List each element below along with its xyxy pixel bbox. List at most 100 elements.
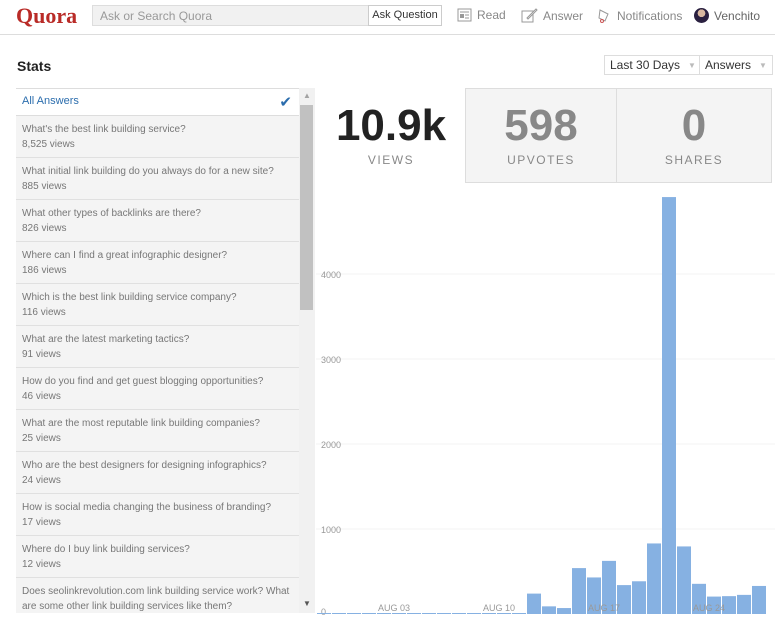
list-item[interactable]: What's the best link building service? 8,… <box>16 116 299 158</box>
stat-shares[interactable]: 0 SHARES <box>616 88 772 183</box>
bar <box>392 613 406 614</box>
list-item[interactable]: What are the most reputable link buildin… <box>16 410 299 452</box>
list-item[interactable]: Which is the best link building service … <box>16 284 299 326</box>
scroll-down-icon[interactable]: ▼ <box>303 599 311 608</box>
question-text: What initial link building do you always… <box>22 166 274 177</box>
upvotes-label: UPVOTES <box>507 153 575 167</box>
bar <box>347 613 361 614</box>
question-text: Which is the best link building service … <box>22 292 237 303</box>
bar <box>482 613 496 614</box>
nav-notifications-label: Notifications <box>617 8 683 23</box>
upvotes-value: 598 <box>504 101 578 150</box>
view-count: 91 views <box>22 349 61 360</box>
content-type-value: Answers <box>705 58 752 72</box>
list-item-all-answers[interactable]: All Answers ✔ <box>16 89 299 116</box>
chevron-down-icon: ▼ <box>759 60 767 70</box>
view-count: 24 views <box>22 475 61 486</box>
user-name: Venchito <box>714 8 761 23</box>
bar <box>497 613 511 614</box>
stat-upvotes[interactable]: 598 UPVOTES <box>465 88 617 183</box>
scrollbar-thumb[interactable] <box>300 105 313 310</box>
question-text: What are the most reputable link buildin… <box>22 418 260 429</box>
bar <box>617 585 631 614</box>
avatar <box>694 8 709 23</box>
list-item[interactable]: Where can I find a great infographic des… <box>16 242 299 284</box>
page-title: Stats <box>17 58 52 74</box>
list-item[interactable]: Where do I buy link building services? 12… <box>16 536 299 578</box>
question-text: Who are the best designers for designing… <box>22 460 267 471</box>
bar <box>407 613 421 614</box>
question-text: How is social media changing the busines… <box>22 502 272 513</box>
search-input[interactable]: Ask or Search Quora <box>92 5 368 26</box>
newspaper-icon <box>457 8 472 22</box>
answers-list: All Answers ✔ What's the best link buildi… <box>16 88 299 613</box>
nav-read[interactable]: Read <box>457 8 506 22</box>
list-item[interactable]: What are the latest marketing tactics? 91… <box>16 326 299 368</box>
view-count: 8,525 views <box>22 139 75 150</box>
bar <box>602 560 616 614</box>
date-range-value: Last 30 Days <box>610 58 681 72</box>
bar <box>692 583 706 614</box>
x-tick-label: AUG 24 <box>693 603 725 613</box>
y-tick-label: 2000 <box>321 440 341 450</box>
bar <box>572 568 586 614</box>
quora-logo[interactable]: Quora <box>16 3 78 28</box>
stat-views[interactable]: 10.9k VIEWS <box>316 88 466 183</box>
y-tick-label: 3000 <box>321 355 341 365</box>
user-menu[interactable]: Venchito <box>694 8 760 23</box>
list-item[interactable]: What other types of backlinks are there?… <box>16 200 299 242</box>
all-answers-label: All Answers <box>22 95 79 107</box>
bar <box>467 613 481 614</box>
shares-label: SHARES <box>664 153 724 167</box>
views-label: VIEWS <box>367 153 415 167</box>
question-text: How do you find and get guest blogging o… <box>22 376 264 387</box>
y-tick-label: 1000 <box>321 525 341 535</box>
nav-answer[interactable]: Answer <box>521 8 583 23</box>
question-text: What other types of backlinks are there? <box>22 208 201 219</box>
question-text: What are the latest marketing tactics? <box>22 334 190 345</box>
list-item[interactable]: How is social media changing the busines… <box>16 494 299 536</box>
nav-answer-label: Answer <box>543 8 584 23</box>
view-count: 826 views <box>22 223 67 234</box>
list-item[interactable]: What initial link building do you always… <box>16 158 299 200</box>
y-tick-label: 0 <box>321 607 326 617</box>
view-count: 885 views <box>22 181 67 192</box>
view-count: 186 views <box>22 265 67 276</box>
bar <box>362 613 376 614</box>
question-text: Where can I find a great infographic des… <box>22 250 228 261</box>
list-item[interactable]: Who are the best designers for designing… <box>16 452 299 494</box>
pencil-icon <box>521 8 538 23</box>
y-tick-label: 4000 <box>321 270 341 280</box>
chevron-down-icon: ▼ <box>688 60 696 70</box>
bar <box>557 608 571 614</box>
view-count: 116 views <box>22 307 66 318</box>
scroll-up-icon[interactable]: ▲ <box>303 91 311 100</box>
bar <box>452 613 466 614</box>
nav-read-label: Read <box>477 8 506 22</box>
bar <box>542 606 556 614</box>
list-item[interactable]: How do you find and get guest blogging o… <box>16 368 299 410</box>
bar <box>377 613 391 614</box>
question-text: What's the best link building service? <box>22 124 186 135</box>
list-item[interactable]: Does seolinkrevolution.com link building… <box>16 578 299 613</box>
bar <box>512 613 526 614</box>
x-tick-label: AUG 17 <box>588 603 620 613</box>
bar <box>527 593 541 614</box>
list-scrollbar[interactable]: ▲ ▼ <box>299 88 315 613</box>
view-count: 17 views <box>22 517 61 528</box>
question-text: Where do I buy link building services? <box>22 544 190 555</box>
x-tick-label: AUG 03 <box>378 603 410 613</box>
date-range-select[interactable]: Last 30 Days ▼ <box>604 55 702 75</box>
bar <box>722 596 736 614</box>
bar <box>647 543 661 614</box>
view-count: 12 views <box>22 559 61 570</box>
bar <box>587 577 601 614</box>
ask-question-button[interactable]: Ask Question <box>368 5 442 26</box>
bar <box>437 613 451 614</box>
shares-value: 0 <box>681 101 707 150</box>
nav-notifications[interactable]: Notifications <box>597 8 682 23</box>
bar <box>422 613 436 614</box>
content-type-select[interactable]: Answers ▼ <box>699 55 773 75</box>
view-count: 46 views <box>22 391 61 402</box>
question-text: Does seolinkrevolution.com link building… <box>22 586 290 612</box>
